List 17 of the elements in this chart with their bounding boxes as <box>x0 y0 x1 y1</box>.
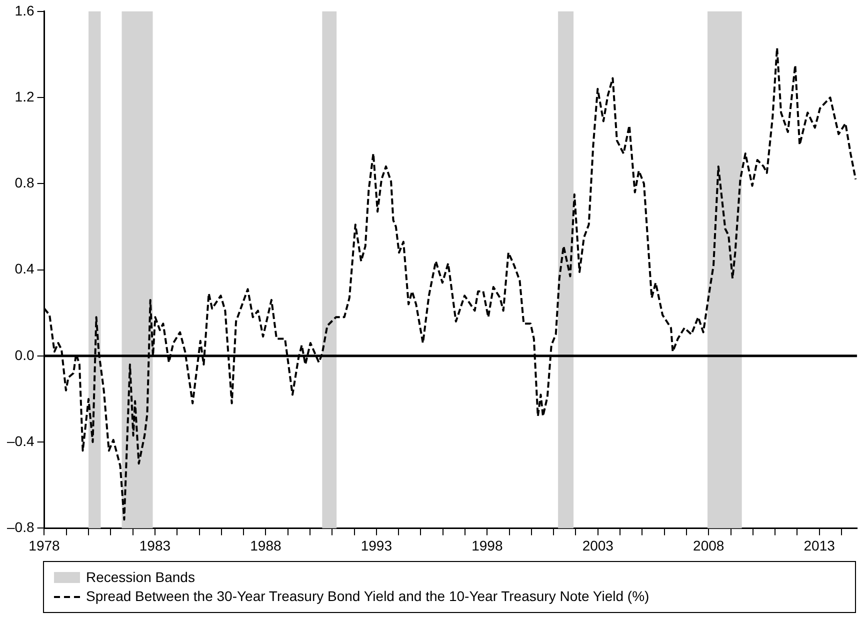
y-tick-label: –0.4 <box>7 432 34 449</box>
x-tick-label: 1998 <box>472 537 503 554</box>
x-tick-label: 1993 <box>360 537 392 554</box>
x-tick-label: 2003 <box>582 537 614 554</box>
y-tick-label: 0.8 <box>14 174 34 191</box>
y-tick-label: 1.2 <box>14 88 34 104</box>
y-tick-label: 0.4 <box>14 260 34 277</box>
y-tick-label: –0.8 <box>7 519 34 536</box>
x-tick-label: 1978 <box>28 537 60 554</box>
x-tick-label: 1983 <box>139 537 171 554</box>
legend-label: Recession Bands <box>86 568 195 587</box>
x-tick-label: 2013 <box>804 537 836 554</box>
x-tick-label: 2008 <box>693 537 724 554</box>
legend-label: Spread Between the 30-Year Treasury Bond Yield and the 10-Year Treasury Note Yield (%) <box>86 587 650 606</box>
x-tick-label: 1988 <box>250 537 282 554</box>
y-tick-label: 0.0 <box>14 346 34 363</box>
y-tick-label: 1.6 <box>14 2 34 18</box>
